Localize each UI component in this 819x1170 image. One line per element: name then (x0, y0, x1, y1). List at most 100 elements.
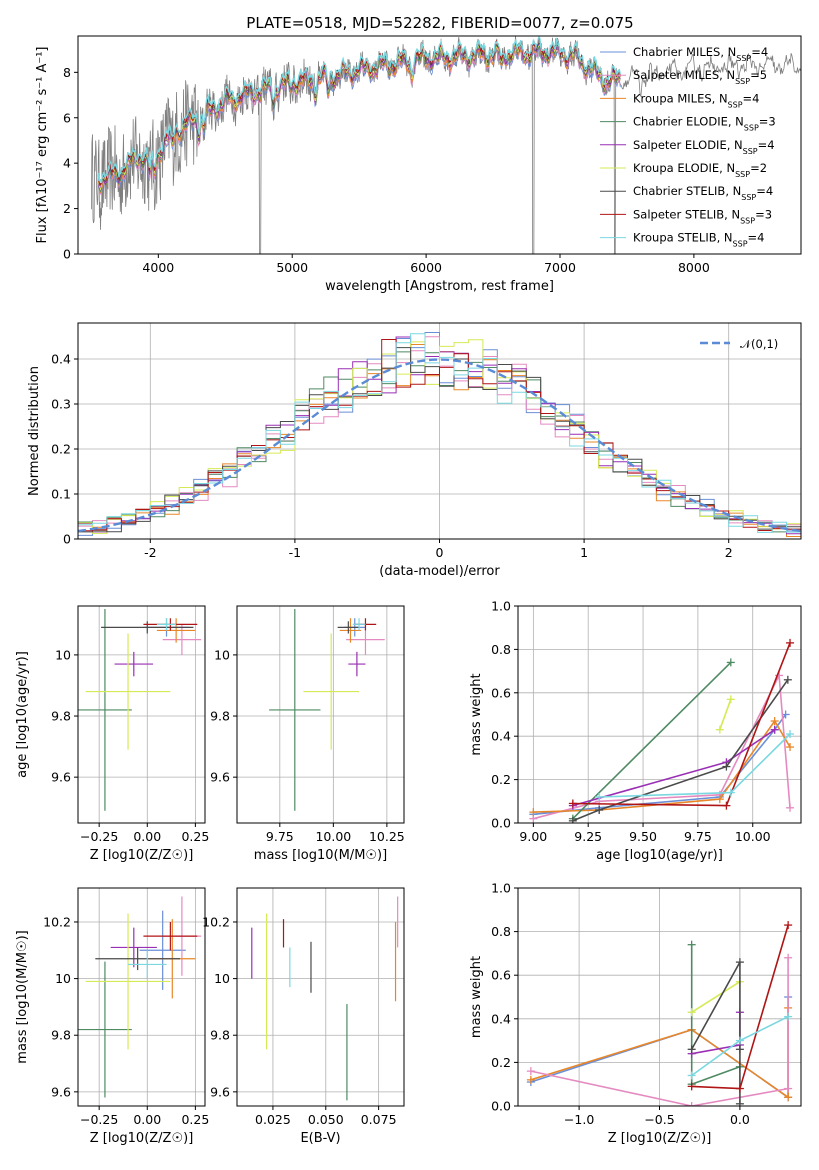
residuals-panel-frame (77, 322, 802, 540)
y-axis-label: Flux [fλ10⁻¹⁷ erg cm⁻² s⁻¹ A⁻¹] (35, 47, 50, 244)
x-tick-label: 9.50 (629, 829, 657, 844)
legend-label-kroupa_miles: Kroupa MILES, NSSP=4 (633, 91, 759, 109)
age-vs-mass-panel-plot-area (269, 609, 385, 811)
x-tick-label: 9.75 (684, 829, 712, 844)
mass-weight-vs-z-panel-frame (517, 887, 802, 1107)
x-tick-label: 4000 (142, 260, 174, 275)
y-tick-label: 4 (63, 156, 71, 171)
series-line-kroupa_elodie (691, 981, 741, 1013)
x-tick-label: -2 (144, 545, 156, 560)
x-tick-label: 0 (436, 545, 444, 560)
y-tick-label: 9.6 (51, 1084, 71, 1099)
y-tick-label: 8 (63, 65, 71, 80)
mass-weight-vs-z-panel: −1.0 −0.5 0.0 0.0 0.2 0.4 0.6 0.8 1.0 Z [log10(Z/… (469, 881, 802, 1146)
y-tick-label: 10.2 (202, 914, 230, 929)
charts-layer: 4000 5000 6000 7000 8000 0 2 4 6 8 wavelength [Ang… (15, 14, 802, 1146)
residual-hist-kroupa_stelib (78, 333, 801, 533)
x-tick-label: 10.00 (735, 829, 771, 844)
y-axis-label: age [log10(age/yr)] (15, 651, 30, 778)
y-tick-label: 0.2 (491, 772, 511, 787)
legend-label-salpeter_elodie: Salpeter ELODIE, NSSP=4 (633, 138, 775, 156)
x-tick-label: 10.25 (369, 829, 405, 844)
x-tick-label: −0.25 (80, 1112, 118, 1127)
x-tick-label: 0.050 (308, 1112, 344, 1127)
x-axis-label: wavelength [Angstrom, rest frame] (325, 279, 554, 294)
gaussian-legend-label: 𝒩(0,1) (740, 337, 778, 351)
y-tick-label: 9.8 (51, 709, 71, 724)
mass-vs-ebv-panel-frame (236, 887, 405, 1107)
residuals-panel: -2 -1 0 1 2 0 0.1 0.2 0.3 0.4 (data-model)/error No… (27, 322, 802, 579)
y-tick-label: 9.6 (51, 770, 71, 785)
x-tick-label: 7000 (544, 260, 576, 275)
y-tick-label: 0 (63, 247, 71, 262)
mass-weight-vs-age-panel-plot-area (529, 638, 795, 823)
y-tick-label: 10 (55, 647, 71, 662)
x-tick-label: 0.25 (181, 829, 209, 844)
x-axis-label: Z [log10(Z/Z☉)] (90, 1131, 194, 1146)
y-tick-label: 0.2 (491, 1055, 511, 1070)
series-line-chabrier_elodie (572, 661, 732, 820)
mass-vs-ebv-panel: 0.025 0.050 0.075 9.6 9.8 10 10.2 E(B-V) (202, 887, 405, 1146)
series-line-chabrier_stelib (572, 679, 789, 822)
age-vs-z-panel-plot-area (78, 609, 202, 811)
legend-label-salpeter_stelib: Salpeter STELIB, NSSP=3 (633, 207, 772, 225)
mass-vs-z-panel: −0.25 0.00 0.25 9.6 9.8 10 10.2 Z [log10(Z/Z☉)]… (15, 887, 209, 1146)
x-tick-label: 9.00 (519, 829, 547, 844)
legend-label-kroupa_elodie: Kroupa ELODIE, NSSP=2 (633, 161, 767, 179)
age-vs-z-panel: −0.25 0.00 0.25 9.6 9.8 10 Z [log10(Z/Z☉)] age … (15, 605, 209, 863)
x-tick-label: 8000 (678, 260, 710, 275)
y-tick-label: 0.4 (51, 352, 71, 367)
y-tick-label: 6 (63, 110, 71, 125)
x-tick-label: −0.5 (644, 1112, 674, 1127)
series-line-kroupa_elodie (719, 699, 732, 730)
legend-label-salpeter_miles: Salpeter MILES, NSSP=5 (633, 68, 767, 86)
y-tick-label: 0.8 (491, 642, 511, 657)
y-tick-label: 0.4 (491, 1011, 511, 1026)
x-tick-label: 0.075 (361, 1112, 397, 1127)
chart-title: PLATE=0518, MJD=52282, FIBERID=0077, z=0… (246, 14, 633, 32)
y-tick-label: 0.8 (491, 924, 511, 939)
age-vs-z-panel-frame (77, 605, 206, 824)
x-tick-label: -1 (289, 545, 301, 560)
mass-weight-vs-z-panel-plot-area (526, 921, 793, 1106)
x-tick-label: 0.25 (181, 1112, 209, 1127)
y-tick-label: 0.1 (51, 487, 71, 502)
x-axis-label: mass [log10(M/M☉)] (254, 848, 387, 863)
x-tick-label: 0.00 (133, 1112, 161, 1127)
y-tick-label: 0.6 (491, 685, 511, 700)
legend-label-chabrier_miles: Chabrier MILES, NSSP=4 (633, 45, 768, 63)
spectrum-panel: 4000 5000 6000 7000 8000 0 2 4 6 8 wavelength [Ang… (35, 14, 802, 294)
y-tick-label: 9.8 (51, 1028, 71, 1043)
x-axis-label: E(B-V) (300, 1131, 340, 1146)
mass-weight-vs-age-panel-frame (517, 605, 802, 824)
mass-weight-vs-age-panel: 9.00 9.25 9.50 9.75 10.00 0.0 0.2 0.4 0.6 0.8 1.0 a… (469, 599, 802, 863)
x-tick-label: 2 (725, 545, 733, 560)
y-tick-label: 10.2 (43, 914, 71, 929)
y-tick-label: 0.0 (491, 1099, 511, 1114)
x-tick-label: 0.00 (133, 829, 161, 844)
y-tick-label: 10 (55, 971, 71, 986)
y-tick-label: 9.8 (210, 1028, 230, 1043)
y-axis-label: mass weight (469, 956, 484, 1038)
x-tick-label: 9.25 (574, 829, 602, 844)
x-tick-label: 9.75 (266, 829, 294, 844)
y-axis-label: mass [log10(M/M☉)] (15, 930, 30, 1063)
y-tick-label: 9.6 (210, 770, 230, 785)
y-tick-label: 0.2 (51, 442, 71, 457)
x-axis-label: Z [log10(Z/Z☉)] (90, 848, 194, 863)
y-tick-label: 9.6 (210, 1084, 230, 1099)
x-tick-label: 5000 (276, 260, 308, 275)
x-axis-label: (data-model)/error (379, 564, 500, 579)
x-axis-label: Z [log10(Z/Z☉)] (608, 1131, 712, 1146)
x-tick-label: −1.0 (564, 1112, 594, 1127)
spectrum-panel-frame (77, 35, 802, 255)
y-tick-label: 0.4 (491, 729, 511, 744)
y-tick-label: 10 (214, 971, 230, 986)
residuals-panel-plot-area (78, 332, 801, 537)
y-axis-label: Normed distribution (27, 366, 42, 496)
x-tick-label: 0.025 (255, 1112, 291, 1127)
y-tick-label: 1.0 (491, 881, 511, 896)
age-vs-mass-panel-frame (236, 605, 405, 824)
y-tick-label: 0.3 (51, 397, 71, 412)
